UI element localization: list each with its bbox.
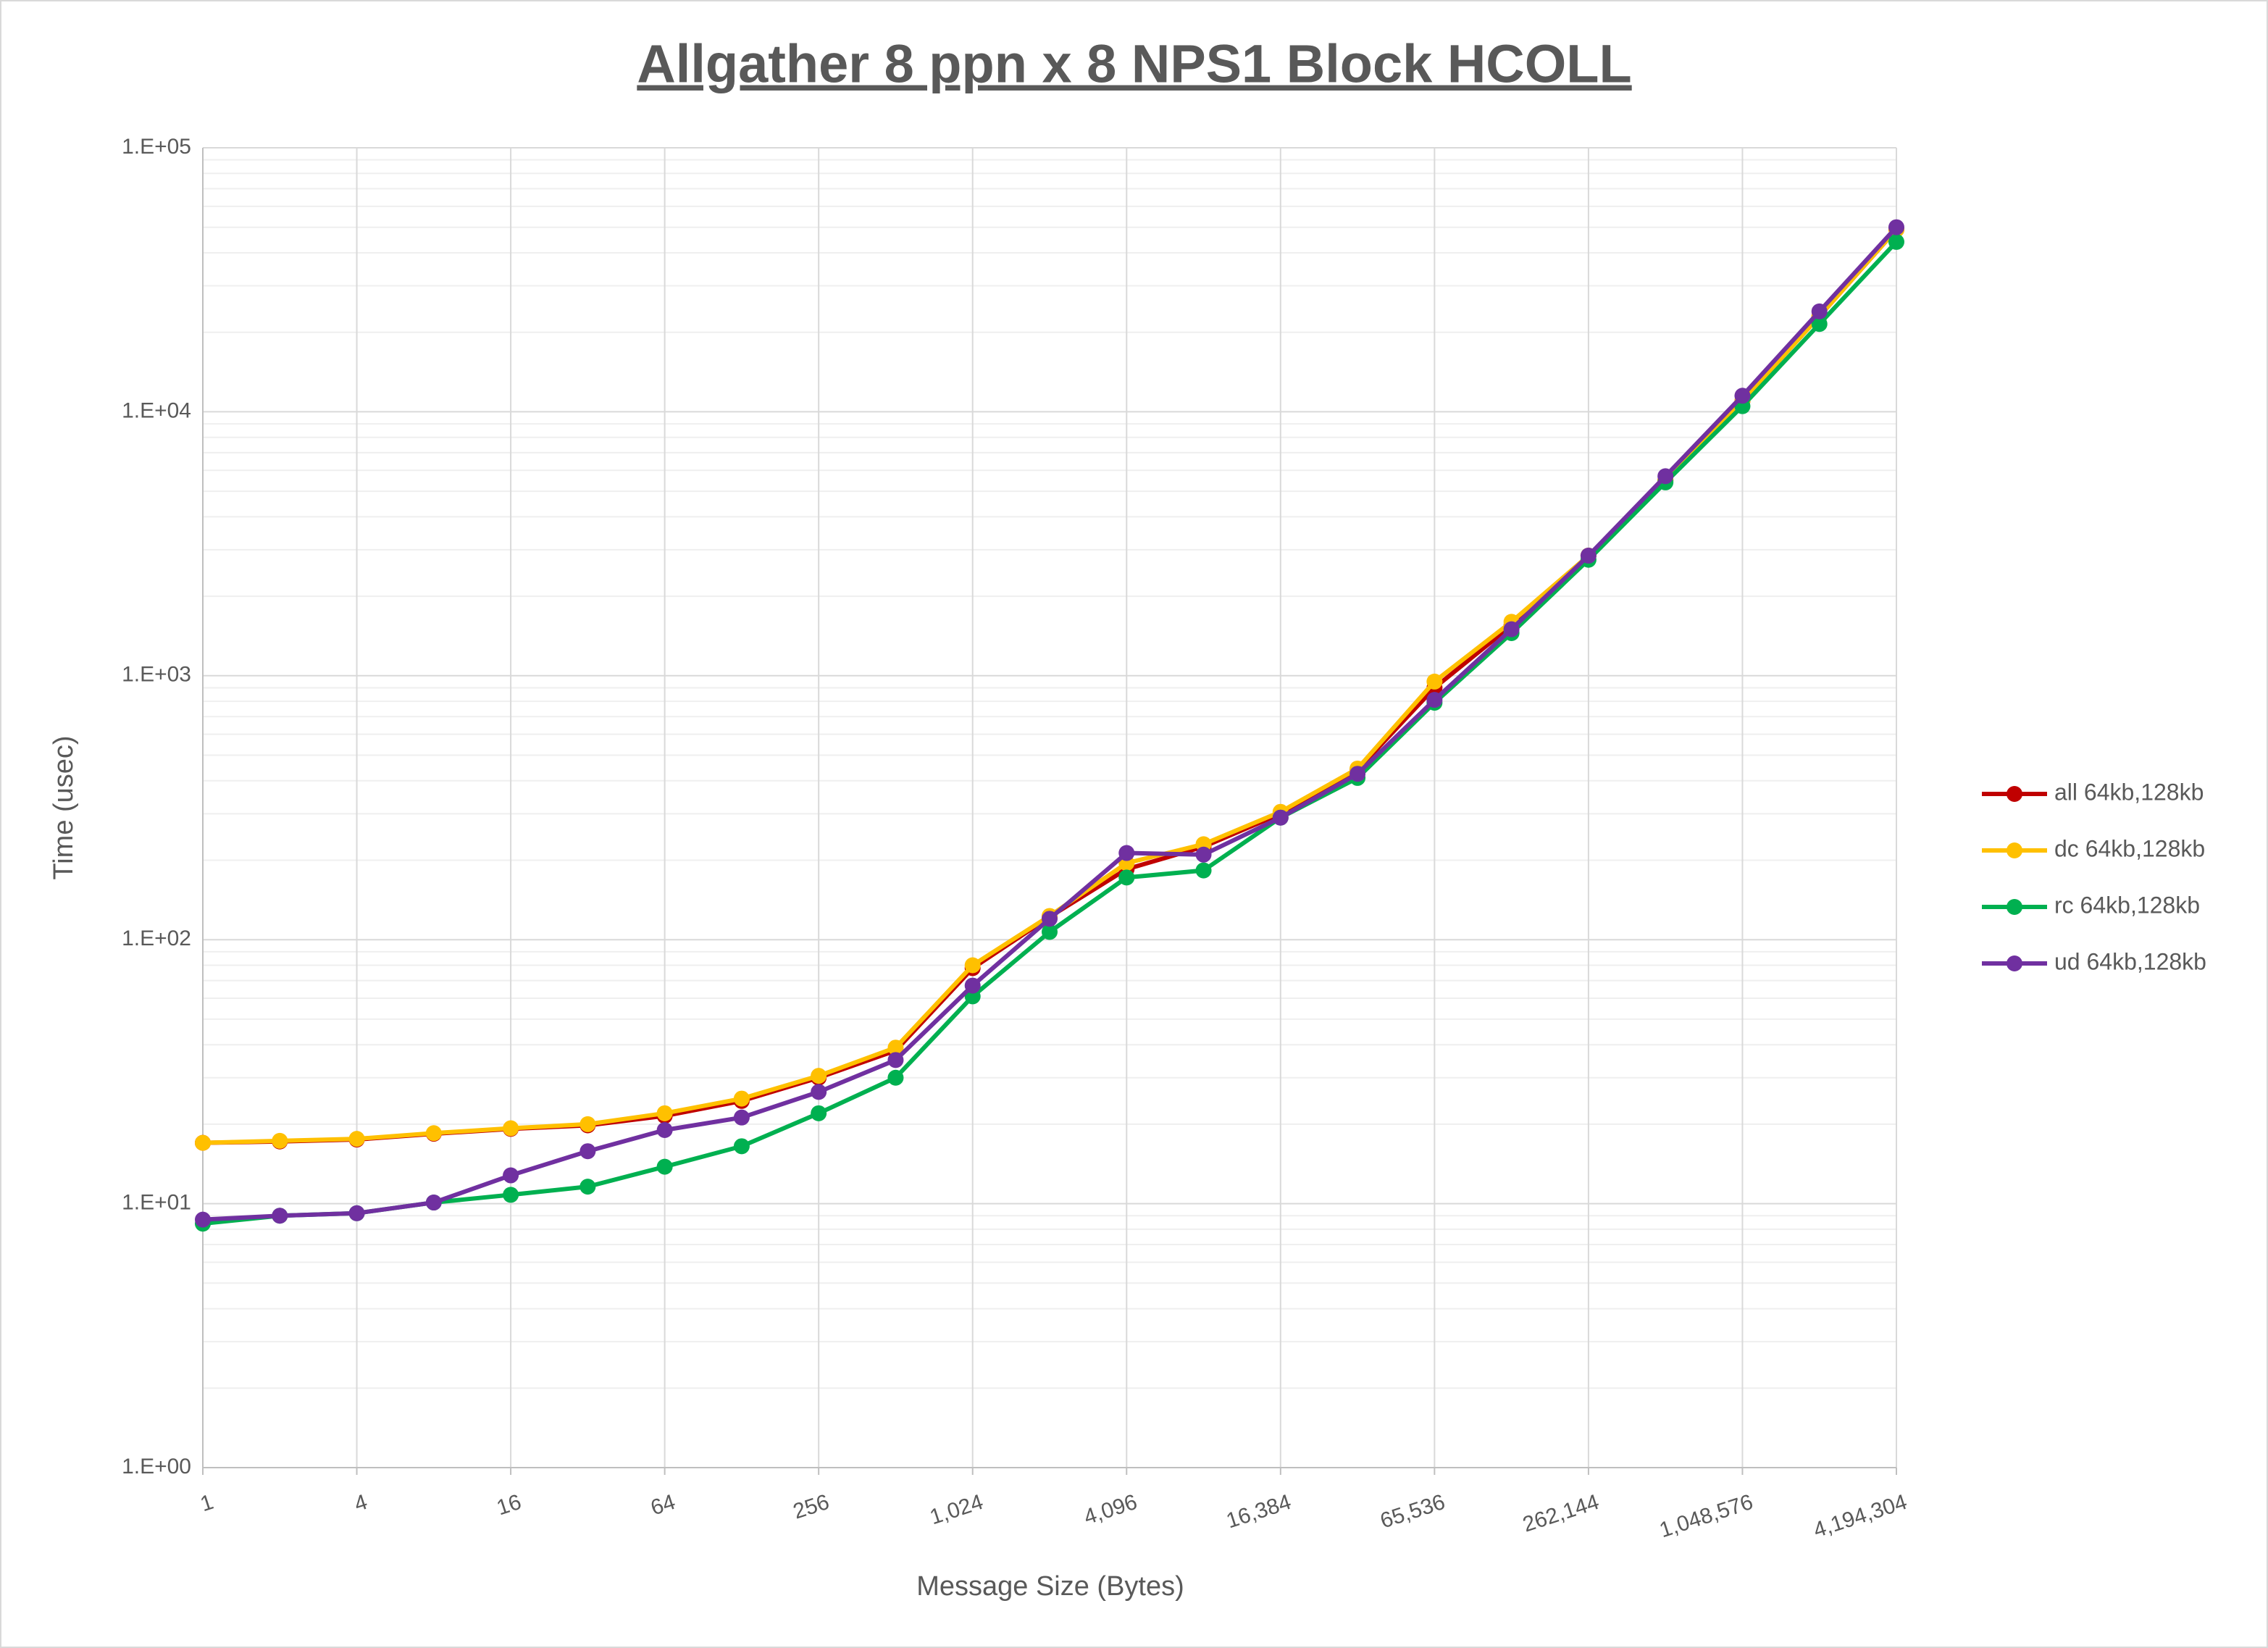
data-point [348, 1205, 365, 1221]
data-point [579, 1179, 596, 1195]
data-point [1426, 673, 1443, 690]
data-point [1657, 468, 1674, 485]
data-point [425, 1125, 442, 1142]
legend-label: rc 64kb,128kb [2054, 892, 2200, 918]
data-point [1811, 303, 1828, 319]
data-point [503, 1120, 519, 1137]
y-tick-label: 1.E+03 [122, 663, 191, 687]
data-point [887, 1069, 904, 1086]
x-axis-label: Message Size (Bytes) [916, 1571, 1184, 1602]
data-point [1888, 219, 1904, 235]
data-point [733, 1109, 750, 1126]
legend-label: dc 64kb,128kb [2054, 835, 2205, 861]
data-point [656, 1122, 673, 1139]
data-point [1811, 316, 1828, 332]
legend-marker [2007, 955, 2022, 971]
chart-title: Allgather 8 ppn x 8 NPS1 Block HCOLL [637, 34, 1631, 94]
data-point [1734, 388, 1751, 404]
data-point [1195, 846, 1212, 863]
data-point [811, 1105, 827, 1121]
data-point [887, 1052, 904, 1068]
data-point [811, 1084, 827, 1100]
data-point [1118, 845, 1135, 861]
y-tick-label: 1.E+01 [122, 1191, 191, 1215]
data-point [579, 1116, 596, 1132]
data-point [1272, 809, 1289, 826]
legend-marker [2007, 786, 2022, 802]
data-point [272, 1132, 288, 1149]
data-point [1118, 869, 1135, 886]
data-point [195, 1134, 211, 1151]
data-point [425, 1195, 442, 1211]
data-point [656, 1158, 673, 1175]
y-axis-label: Time (usec) [49, 735, 79, 879]
data-point [272, 1208, 288, 1224]
y-tick-label: 1.E+02 [122, 927, 191, 950]
data-point [964, 977, 981, 994]
data-point [1042, 911, 1058, 927]
data-point [964, 957, 981, 974]
data-point [1349, 766, 1366, 782]
y-tick-label: 1.E+04 [122, 398, 191, 422]
data-point [1042, 924, 1058, 940]
legend-label: all 64kb,128kb [2054, 779, 2204, 805]
data-point [1503, 621, 1520, 637]
data-point [733, 1090, 750, 1107]
data-point [1426, 692, 1443, 708]
data-point [579, 1143, 596, 1160]
data-point [656, 1105, 673, 1121]
data-point [348, 1131, 365, 1147]
data-point [1195, 862, 1212, 879]
data-point [1888, 233, 1904, 250]
data-point [503, 1167, 519, 1184]
legend-label: ud 64kb,128kb [2054, 948, 2206, 974]
data-point [195, 1211, 211, 1228]
legend-marker [2007, 899, 2022, 915]
data-point [887, 1040, 904, 1056]
data-point [503, 1187, 519, 1203]
legend-marker [2007, 842, 2022, 858]
y-tick-label: 1.E+05 [122, 135, 191, 159]
y-tick-label: 1.E+00 [122, 1455, 191, 1478]
data-point [1580, 548, 1597, 564]
data-point [811, 1068, 827, 1084]
data-point [733, 1138, 750, 1155]
